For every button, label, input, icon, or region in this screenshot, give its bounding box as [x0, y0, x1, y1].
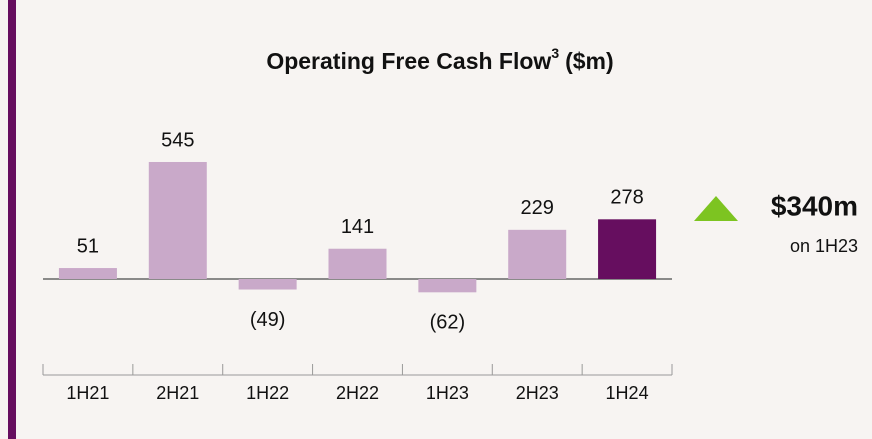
data-label: 278	[610, 187, 643, 209]
data-label: 545	[161, 129, 194, 151]
bar	[148, 161, 207, 279]
data-label: 141	[341, 216, 374, 238]
x-tick-label: 1H21	[66, 383, 109, 403]
bar	[328, 248, 387, 279]
x-tick-label: 2H21	[156, 383, 199, 403]
bar	[508, 229, 567, 279]
x-tick-label: 2H22	[336, 383, 379, 403]
data-label: 229	[521, 197, 554, 219]
data-label: 51	[77, 235, 99, 257]
annotation-text: on 1H23	[790, 236, 858, 256]
bar	[238, 279, 297, 290]
x-tick-label: 2H23	[516, 383, 559, 403]
increase-arrow	[694, 196, 738, 221]
data-label: (62)	[430, 312, 466, 334]
accent-bar	[8, 0, 16, 439]
chart-title: Operating Free Cash Flow3 ($m)	[266, 45, 613, 74]
bar	[58, 268, 117, 279]
bar	[418, 279, 477, 293]
x-tick-label: 1H22	[246, 383, 289, 403]
title-unit: ($m)	[565, 48, 614, 74]
title-superscript: 3	[551, 45, 559, 61]
x-tick-label: 1H24	[606, 383, 649, 403]
data-label: (49)	[250, 309, 286, 331]
title-main: Operating Free Cash Flow	[266, 48, 551, 74]
annotation-value: $340m	[771, 190, 858, 221]
bar	[598, 219, 657, 279]
x-tick-label: 1H23	[426, 383, 469, 403]
